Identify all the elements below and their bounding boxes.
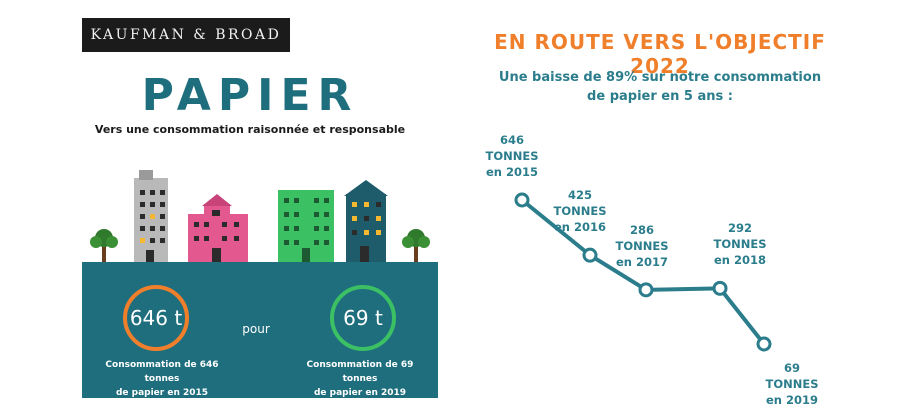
caption-2019-line1: Consommation de 69 tonnes <box>306 360 414 384</box>
point-label-year: en 2015 <box>486 165 538 179</box>
chart-subtitle-line1: Une baisse de 89% sur notre consommation <box>498 70 822 85</box>
brand-logo: KAUFMAN & BROAD <box>82 18 290 52</box>
point-label-year: en 2019 <box>766 393 818 407</box>
pink-building-icon <box>188 194 248 264</box>
chart-subtitle: Une baisse de 89% sur notre consommation… <box>470 68 850 106</box>
data-point-2018 <box>712 280 728 296</box>
page-title: PAPIER <box>141 70 359 121</box>
tree-icon <box>90 229 118 264</box>
green-building-icon <box>278 190 334 264</box>
point-label-unit: TONNES <box>615 238 669 253</box>
point-label-2015: 646 TONNES en 2015 <box>472 132 552 180</box>
point-label-unit: TONNES <box>713 237 767 252</box>
point-label-value: 69 <box>783 361 800 375</box>
point-label-2019: 69 TONNES en 2019 <box>752 360 832 408</box>
data-point-2016 <box>582 247 598 263</box>
data-point-2015 <box>514 192 530 208</box>
gray-building-icon <box>134 170 168 264</box>
caption-2015-line2: de papier en 2015 <box>115 388 209 398</box>
point-label-year: en 2018 <box>714 253 766 268</box>
page-subtitle: Vers une consommation raisonnée et respo… <box>94 123 406 136</box>
point-label-value: 425 <box>567 188 592 203</box>
point-label-unit: TONNES <box>553 204 607 219</box>
point-label-2017: 286 TONNES en 2017 <box>602 222 682 270</box>
point-label-value: 286 <box>629 222 654 237</box>
chart-subtitle-line2: de papier en 5 ans : <box>587 89 733 104</box>
caption-2019: Consommation de 69 tonnes de papier en 2… <box>292 358 428 400</box>
tree-icon <box>402 229 430 264</box>
point-label-year: en 2016 <box>554 220 606 235</box>
consumption-line-chart <box>514 192 772 352</box>
badge-2019: 69 t <box>330 285 396 351</box>
data-point-2019 <box>756 336 772 352</box>
data-point-2017 <box>638 282 654 298</box>
chart-title: EN ROUTE VERS L'OBJECTIF 2022 <box>494 30 826 78</box>
teal-building-icon <box>344 180 388 264</box>
caption-2015: Consommation de 646 tonnes de papier en … <box>94 358 230 400</box>
point-label-2018: 292 TONNES en 2018 <box>700 220 780 268</box>
point-label-unit: TONNES <box>765 377 819 391</box>
point-label-value: 646 <box>499 133 524 147</box>
point-label-2016: 425 TONNES en 2016 <box>540 187 620 235</box>
point-label-unit: TONNES <box>485 149 539 163</box>
point-label-year: en 2017 <box>616 254 668 269</box>
caption-2019-line2: de papier en 2019 <box>313 388 407 398</box>
caption-2015-line1: Consommation de 646 tonnes <box>105 360 219 384</box>
point-label-value: 292 <box>727 221 752 236</box>
badge-2015: 646 t <box>123 285 189 351</box>
connector-text: pour <box>242 322 270 336</box>
city-illustration <box>90 170 430 264</box>
